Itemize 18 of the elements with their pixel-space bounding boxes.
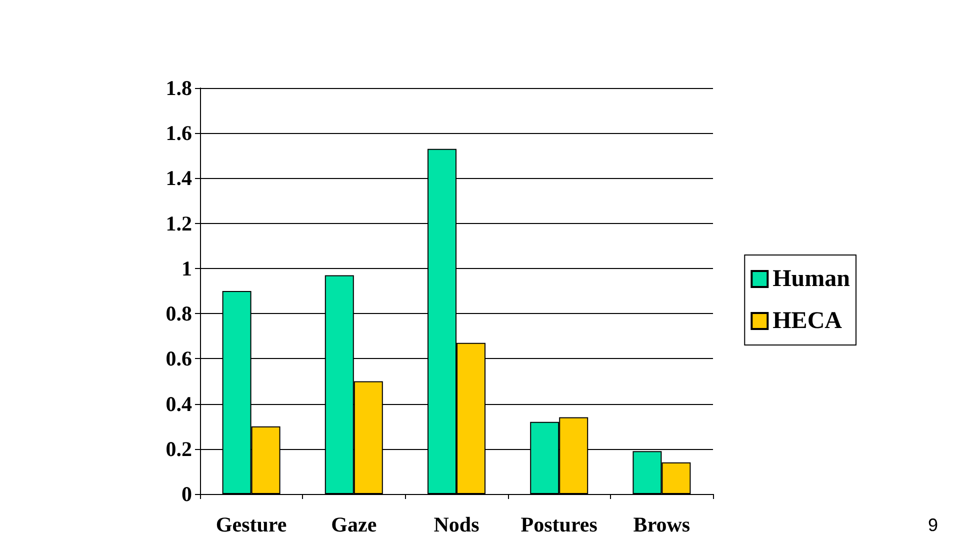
y-tick-label: 1.4 <box>166 166 192 190</box>
legend-label: Human <box>772 266 850 292</box>
y-tick-label: 1.8 <box>166 76 192 100</box>
y-tick-label: 0.6 <box>166 346 192 371</box>
x-tick-label: Gaze <box>331 512 377 536</box>
y-tick-label: 1.2 <box>166 211 192 236</box>
x-tick-label: Gesture <box>216 512 287 536</box>
y-tick-label: 1 <box>182 256 192 280</box>
x-tick-label: Nods <box>434 512 480 536</box>
legend-label: HECA <box>772 308 843 334</box>
text: 9 <box>928 515 938 536</box>
y-tick-label: 0.4 <box>166 392 192 416</box>
y-tick-label: 1.6 <box>166 121 192 146</box>
y-tick-label: 0 <box>182 482 192 506</box>
x-tick-label: Brows <box>633 512 690 536</box>
y-tick-label: 0.8 <box>166 302 192 326</box>
x-tick-label: Postures <box>520 512 598 536</box>
y-tick-label: 0.2 <box>166 436 192 461</box>
